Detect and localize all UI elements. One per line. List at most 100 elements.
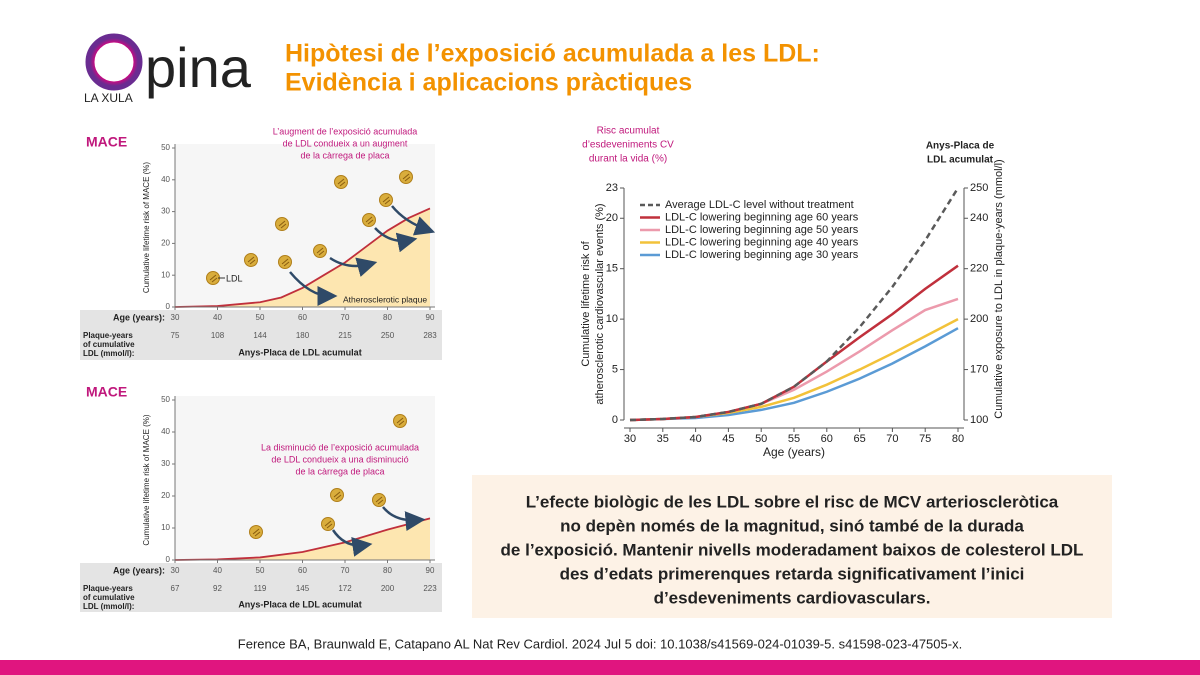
ldl-particle-detail <box>247 256 256 265</box>
ldl-particle-detail <box>337 178 346 187</box>
y-tick-label: 10 <box>606 313 618 325</box>
ldl-particle-detail <box>209 274 218 283</box>
x-tick-label: 40 <box>213 566 222 575</box>
row-value: 67 <box>171 584 180 593</box>
x-tick-label: 80 <box>952 433 964 445</box>
legend-label: LDL-C lowering beginning age 60 years <box>665 211 859 223</box>
footer-bar <box>0 660 1200 675</box>
row-value: 145 <box>296 584 310 593</box>
row-value: 215 <box>338 331 352 340</box>
ldl-particle-detail <box>316 247 325 256</box>
row-value: 180 <box>296 331 310 340</box>
legend-label: Average LDL-C level without treatment <box>665 199 854 211</box>
annotation: L’augment de l’exposició acumulada <box>273 126 418 136</box>
row-label: LDL (mmol/l): <box>83 349 134 358</box>
summary-line: L’efecte biològic de les LDL sobre el ri… <box>526 492 1059 511</box>
y2-title: Anys-Placa de <box>926 141 995 152</box>
caption: Anys-Placa de LDL acumulat <box>238 599 361 609</box>
legend-label: LDL-C lowering beginning age 50 years <box>665 224 859 236</box>
y-tick-label: 5 <box>612 363 618 375</box>
line <box>174 207 431 308</box>
x-tick-label: 75 <box>919 433 931 445</box>
x-tick-label: 60 <box>821 433 833 445</box>
y2-title: LDL acumulat <box>927 155 994 166</box>
y-tick-label: 20 <box>161 491 170 500</box>
area <box>175 208 430 307</box>
logo-sub: LA XULA <box>84 91 133 105</box>
summary-line: des d’edats primerenques retarda signifi… <box>560 564 1025 583</box>
x-tick-label: 50 <box>256 566 265 575</box>
x-tick-label: 90 <box>426 313 435 322</box>
x-tick-label: 35 <box>657 433 669 445</box>
legend-label: LDL-C lowering beginning age 40 years <box>665 236 859 248</box>
x-tick-label: 65 <box>853 433 865 445</box>
y-tick-label: 30 <box>161 207 170 216</box>
x-tick-label: 40 <box>213 313 222 322</box>
chart-title: Risc acumulat <box>597 126 660 137</box>
x-tick-label: 70 <box>886 433 898 445</box>
chart-title: durant la vida (%) <box>589 154 667 165</box>
y-tick-label: 23 <box>606 182 618 194</box>
row-label: LDL (mmol/l): <box>83 602 134 611</box>
summary-line: d’esdeveniments cardiovasculars. <box>654 588 931 607</box>
row-value: 283 <box>423 331 437 340</box>
y2-tick-label: 220 <box>970 263 988 275</box>
y2-tick-label: 200 <box>970 313 988 325</box>
x-axis-label: Age (years): <box>113 565 165 575</box>
row-value: 172 <box>338 584 352 593</box>
y-tick-label: 10 <box>161 523 170 532</box>
row-value: 75 <box>171 331 180 340</box>
title: Evidència i aplicacions pràctiques <box>285 69 692 97</box>
x-tick-label: 70 <box>341 313 350 322</box>
particle-label: LDL <box>226 273 243 283</box>
y-tick-label: 20 <box>161 239 170 248</box>
title: Hipòtesi de l’exposició acumulada a les … <box>285 40 820 68</box>
citation: Ference BA, Braunwald E, Catapano AL Nat… <box>238 636 962 651</box>
ldl-particle-detail <box>396 417 405 426</box>
arrow <box>331 529 373 557</box>
arrow <box>289 271 338 306</box>
chart-title: d’esdeveniments CV <box>582 140 674 151</box>
row-value: 223 <box>423 584 437 593</box>
x-tick-label: 45 <box>722 433 734 445</box>
row-label: Plaque-years <box>83 584 133 593</box>
arrow <box>374 227 418 253</box>
x-tick-label: 80 <box>383 566 392 575</box>
x-axis-label: Age (years) <box>763 445 825 459</box>
y-tick-label: 30 <box>161 459 170 468</box>
y2-tick-label: 250 <box>970 182 988 194</box>
summary-line: no depèn només de la magnitud, sinó tamb… <box>560 516 1024 535</box>
row-value: 144 <box>253 331 267 340</box>
y-axis-label: Cumulative lifetime risk of <box>580 240 592 366</box>
x-tick-label: 70 <box>341 566 350 575</box>
y-tick-label: 0 <box>166 302 171 311</box>
logo-word: pina <box>145 36 252 99</box>
ldl-particle-detail <box>252 528 261 537</box>
y2-tick-label: 170 <box>970 363 988 375</box>
y-tick-label: 20 <box>606 212 618 224</box>
ldl-particle-detail <box>365 216 374 225</box>
row-band <box>80 310 442 360</box>
x-tick-label: 30 <box>171 566 180 575</box>
ldl-particle-detail <box>281 258 290 267</box>
x-tick-label: 55 <box>788 433 800 445</box>
annotation: de la càrrega de placa <box>300 150 389 160</box>
y2-tick-label: 100 <box>970 414 988 426</box>
y2-axis-label: Cumulative exposure to LDL in plaque-yea… <box>993 159 1005 418</box>
row-value: 119 <box>254 584 267 593</box>
x-tick-label: 90 <box>426 566 435 575</box>
mace-label: MACE <box>86 384 127 400</box>
y-axis-label: Cumulative lifetime risk of MACE (%) <box>142 162 151 293</box>
annotation: de LDL condueix a una disminució <box>271 454 408 464</box>
x-tick-label: 40 <box>689 433 701 445</box>
y2-tick-label: 240 <box>970 212 988 224</box>
legend-label: LDL-C lowering beginning age 30 years <box>665 249 859 261</box>
x-tick-label: 50 <box>755 433 767 445</box>
row-value: 250 <box>381 331 395 340</box>
ldl-particle-detail <box>402 173 411 182</box>
row-label: Plaque-years <box>83 331 133 340</box>
x-tick-label: 30 <box>171 313 180 322</box>
arrow <box>382 506 426 532</box>
y-axis-label: atherosclerotic cardiovascular events (%… <box>594 203 606 404</box>
